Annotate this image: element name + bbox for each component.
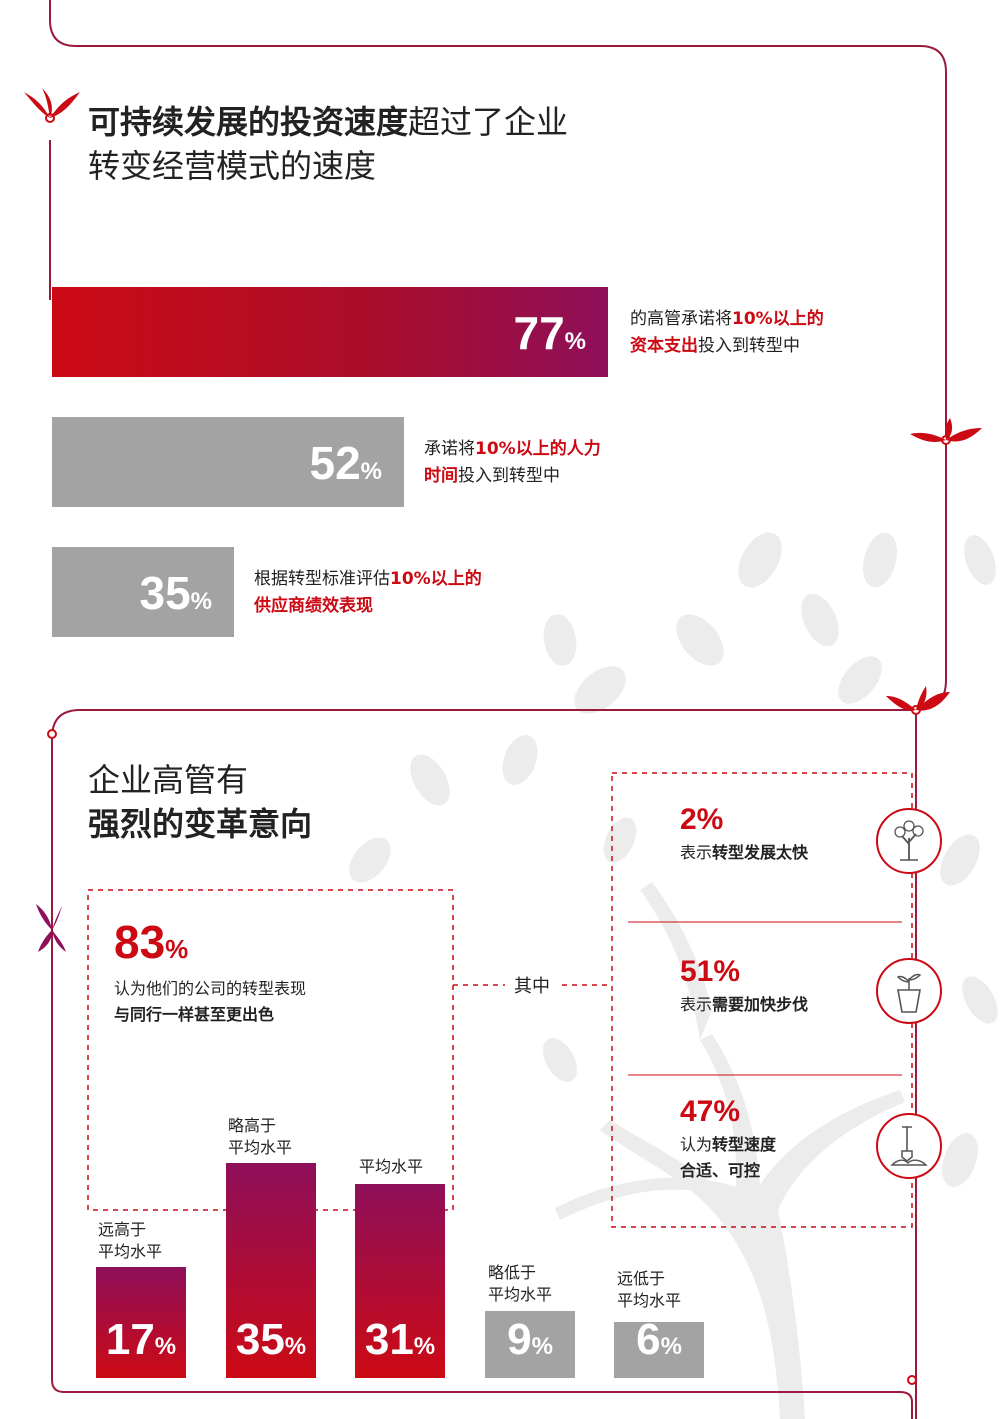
potted-plant-icon: [876, 958, 942, 1024]
dist-label-slightly-above: 略高于 平均水平: [228, 1116, 293, 1157]
bar-percentage: 77%: [513, 307, 586, 359]
sub-stat-box: [611, 772, 913, 1228]
title-line2: 转变经营模式的速度: [88, 147, 377, 185]
sub-stat-appropriate: 47% 认为转型速度 合适、可控: [680, 1095, 777, 1180]
dist-label-far-below: 远低于 平均水平: [617, 1269, 682, 1310]
stat-bar-capex: 77%: [52, 287, 608, 377]
stat-bar-manpower: 52%: [52, 417, 404, 507]
title-rest-part: 超过了企业: [408, 103, 569, 141]
title-bold-part: 可持续发展的投资速度: [88, 103, 409, 141]
main-stat-desc: 认为他们的公司的转型表现: [114, 979, 307, 998]
section1-title: 可持续发展的投资速度超过了企业 转变经营模式的速度: [88, 100, 568, 188]
bar-description-capex: 的高管承诺将10%以上的 资本支出投入到转型中: [630, 309, 824, 356]
dist-bar-average: 31%: [355, 1184, 445, 1378]
tree-icon: [876, 808, 942, 874]
bar-percentage: 35%: [139, 567, 212, 619]
bar-description-supplier: 根据转型标准评估10%以上的 供应商绩效表现: [254, 569, 482, 616]
main-stat-value: 83: [114, 916, 166, 968]
bar-description-manpower: 承诺将10%以上的人力 时间投入到转型中: [424, 439, 601, 486]
dist-bar-slightly-below: 9%: [485, 1311, 575, 1378]
connector-line: [49, 0, 947, 1419]
dist-bar-far-above: 17%: [96, 1267, 186, 1378]
sub-stat-too-fast: 2% 表示转型发展太快: [680, 803, 809, 862]
dist-label-slightly-below: 略低于 平均水平: [488, 1263, 553, 1304]
main-stat-box: [87, 889, 454, 1211]
purple-leaf-icon: [36, 904, 66, 952]
main-stat: 83% 认为他们的公司的转型表现 与同行一样甚至更出色: [114, 915, 306, 1028]
dist-label-average: 平均水平: [359, 1157, 424, 1176]
sub-stat-speed-up: 51% 表示需要加快步伐: [680, 955, 809, 1014]
connector-label: 其中: [514, 976, 550, 997]
dist-label-far-above: 远高于 平均水平: [98, 1220, 163, 1261]
section2-title: 企业高管有 强烈的变革意向: [88, 761, 313, 843]
stat-bar-supplier: 35%: [52, 547, 234, 637]
shovel-soil-icon: [876, 1113, 942, 1179]
leaf-icon: [24, 88, 982, 711]
bar-percentage: 52%: [309, 437, 382, 489]
main-stat-desc-red: 与同行一样甚至更出色: [114, 1005, 275, 1024]
dist-bar-far-below: 6%: [614, 1315, 704, 1378]
dist-bar-slightly-above: 35%: [226, 1163, 316, 1378]
